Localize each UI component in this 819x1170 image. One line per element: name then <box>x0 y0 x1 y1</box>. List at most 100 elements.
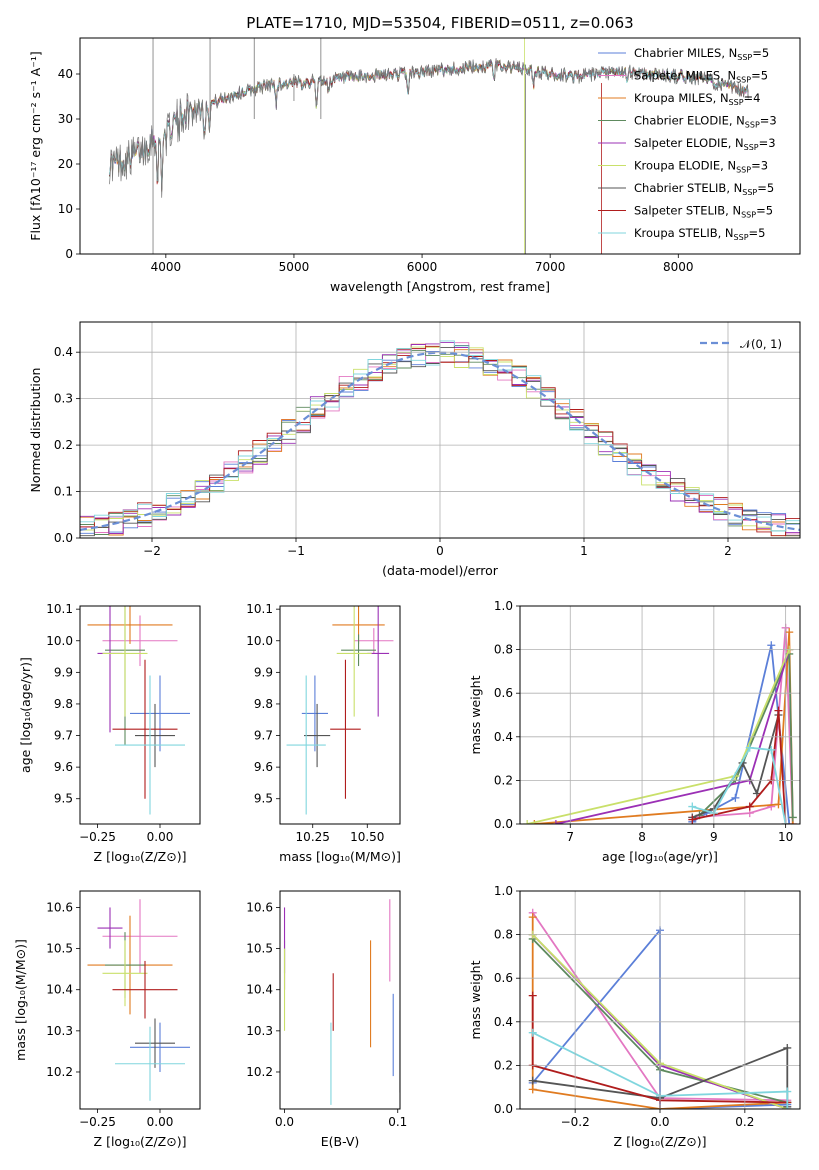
x-axis-label: mass [log₁₀(M/M⊙)] <box>279 849 401 864</box>
y-tick-label: 9.5 <box>254 792 273 806</box>
x-tick-label: 9 <box>710 830 718 844</box>
x-tick-label: 6000 <box>407 260 438 274</box>
y-tick-label: 1.0 <box>494 599 513 613</box>
y-tick-label: 10.6 <box>246 900 273 914</box>
x-tick-label: −0.2 <box>561 1115 590 1129</box>
mass-weight-marker <box>731 793 740 802</box>
mass-weight-marker <box>528 1085 537 1094</box>
legend-entry: Chabrier ELODIE, NSSP=3 <box>634 114 777 130</box>
x-axis-label: Z [log₁₀(Z/Z⊙)] <box>94 1134 187 1149</box>
legend-entry: Chabrier MILES, NSSP=5 <box>634 46 769 62</box>
mass-weight-marker <box>783 1105 792 1109</box>
y-tick-label: 0.3 <box>54 392 73 406</box>
x-tick-label: 0.2 <box>735 1115 754 1129</box>
y-tick-label: 0.1 <box>54 485 73 499</box>
legend-entry: Salpeter STELIB, NSSP=5 <box>634 204 773 220</box>
mass-weight-line <box>698 653 794 818</box>
plot-area <box>109 38 749 254</box>
age-vs-mass-panel: 10.25 10.50 9.5 9.6 9.7 9.8 9.9 10.0 10.1 mass [l… <box>246 602 401 864</box>
x-tick-label: 10.25 <box>296 830 330 844</box>
y-tick-label: 10.4 <box>46 983 73 997</box>
mass-weight-marker <box>551 820 560 824</box>
mass-vs-extinction-panel: 0.0 0.1 10.2 10.3 10.4 10.5 10.6 E(B-V) <box>246 890 407 1149</box>
y-tick-label: 9.7 <box>254 729 273 743</box>
y-tick-label: 10.6 <box>46 900 73 914</box>
x-tick-label: 0 <box>436 544 444 558</box>
axes-frame <box>79 37 801 255</box>
mass-weight-line <box>532 1046 789 1107</box>
normal-legend-label: 𝒩(0, 1) <box>740 337 782 351</box>
mass-weight-marker <box>523 820 532 824</box>
mass-weight-vs-metallicity-panel: −0.2 0.0 0.2 0.0 0.2 0.4 0.6 0.8 1.0 Z [log₁₀(Z/Z… <box>468 884 801 1149</box>
y-tick-label: 0.2 <box>494 1058 513 1072</box>
x-tick-label: 8 <box>638 830 646 844</box>
legend-entry: Chabrier STELIB, NSSP=5 <box>634 181 774 197</box>
y-axis-label: mass weight <box>468 960 483 1039</box>
x-tick-label: 0.0 <box>275 1115 294 1129</box>
x-tick-label: 0.0 <box>650 1115 669 1129</box>
y-tick-label: 10.5 <box>246 942 273 956</box>
x-axis-label: E(B-V) <box>321 1134 360 1149</box>
axes-frame <box>279 605 401 825</box>
y-tick-label: 10.1 <box>46 602 73 616</box>
axes-frame <box>79 890 201 1110</box>
y-tick-label: 10.0 <box>46 634 73 648</box>
mass-weight-marker <box>745 802 754 811</box>
y-tick-label: 0.8 <box>494 928 513 942</box>
mass-weight-marker <box>688 815 697 824</box>
y-tick-label: 0.8 <box>494 643 513 657</box>
mass-weight-marker <box>774 706 783 715</box>
y-tick-label: 0.2 <box>494 773 513 787</box>
x-tick-label: 8000 <box>663 260 694 274</box>
figure-title: PLATE=1710, MJD=53504, FIBERID=0511, z=0… <box>246 14 633 32</box>
y-tick-label: 9.7 <box>54 729 73 743</box>
y-tick-label: 0.4 <box>494 1015 513 1029</box>
y-tick-label: 9.9 <box>54 665 73 679</box>
x-tick-label: 10 <box>778 830 793 844</box>
x-axis-label: wavelength [Angstrom, rest frame] <box>330 279 550 294</box>
mass-weight-marker <box>528 1076 537 1085</box>
y-tick-label: 10.2 <box>46 1065 73 1079</box>
y-tick-label: 9.6 <box>54 760 73 774</box>
x-axis-label: Z [log₁₀(Z/Z⊙)] <box>94 849 187 864</box>
axes-frame <box>519 890 801 1110</box>
residual-panel: −2 −1 0 1 2 0.0 0.1 0.2 0.3 0.4 (data-model)/error… <box>28 321 801 578</box>
spectrum-legend: Chabrier MILES, NSSP=5 Salpeter MILES, NS… <box>598 46 777 242</box>
legend-entry: Salpeter MILES, NSSP=5 <box>634 69 768 85</box>
y-tick-label: 9.8 <box>54 697 73 711</box>
mass-weight-marker <box>785 820 794 824</box>
mass-weight-line <box>534 632 794 824</box>
mass-weight-marker <box>767 802 776 811</box>
spectrum-panel: 4000 5000 6000 7000 8000 0 10 20 30 40 wavelength … <box>28 37 801 294</box>
plot-area <box>87 899 190 1101</box>
y-axis-label: mass weight <box>468 675 483 754</box>
y-tick-label: 10 <box>58 202 73 216</box>
y-tick-label: 9.6 <box>254 760 273 774</box>
mass-weight-marker <box>788 813 797 822</box>
x-tick-label: 4000 <box>151 260 182 274</box>
mass-weight-marker <box>785 628 794 637</box>
y-tick-label: 0.0 <box>494 817 513 831</box>
mass-weight-marker <box>528 991 537 1000</box>
mass-weight-line <box>691 644 791 824</box>
x-tick-label: 0.00 <box>147 1115 174 1129</box>
axes-frame <box>519 605 801 825</box>
x-tick-label: 7000 <box>535 260 566 274</box>
y-axis-label: mass [log₁₀(M/M⊙)] <box>13 939 28 1061</box>
x-tick-label: −1 <box>287 544 305 558</box>
y-tick-label: 0.4 <box>54 345 73 359</box>
mass-weight-marker <box>528 913 537 922</box>
y-tick-label: 10.5 <box>46 942 73 956</box>
y-tick-label: 10.3 <box>246 1024 273 1038</box>
plot-area <box>286 606 394 815</box>
mass-weight-marker <box>528 1028 537 1037</box>
x-axis-label: age [log₁₀(age/yr)] <box>602 849 718 864</box>
y-tick-label: 30 <box>58 112 73 126</box>
y-tick-label: 9.9 <box>254 665 273 679</box>
y-tick-label: 9.5 <box>54 792 73 806</box>
x-tick-label: 1 <box>580 544 588 558</box>
mass-weight-marker <box>767 641 776 650</box>
mass-weight-marker <box>783 1043 792 1052</box>
mass-weight-marker <box>783 1087 792 1096</box>
